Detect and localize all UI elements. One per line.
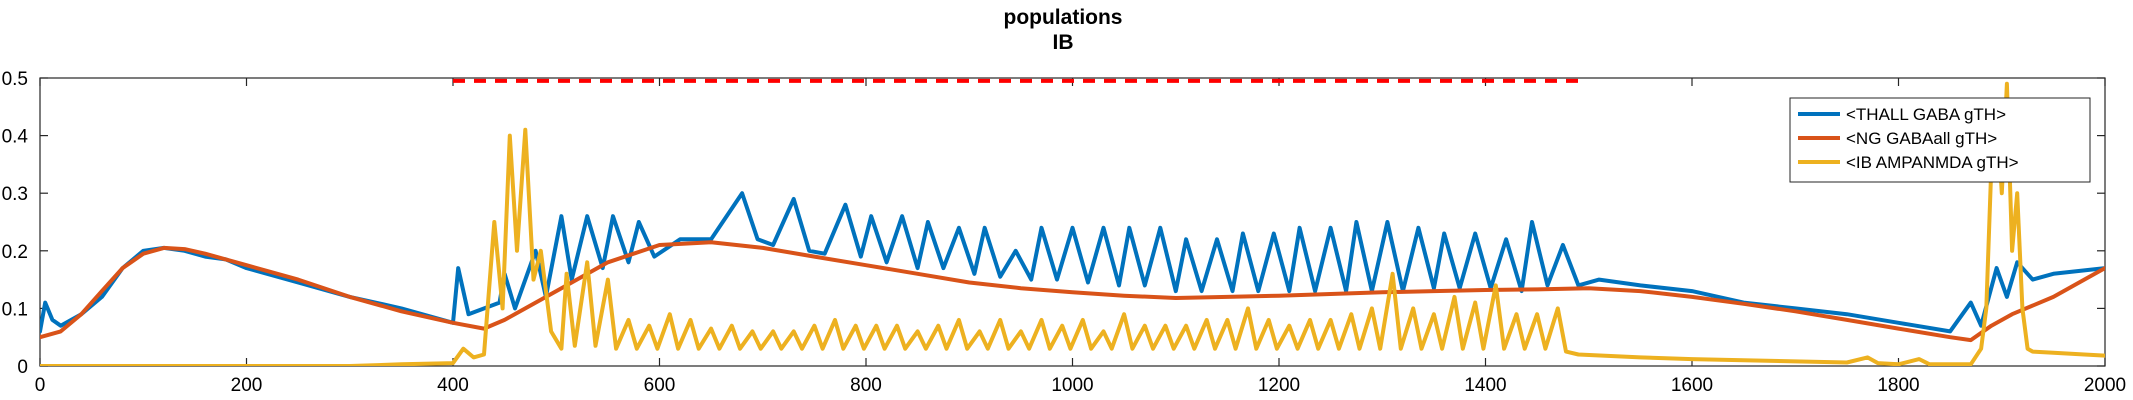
y-axis: 0 0.1 0.2 0.3 0.4 0.5 — [2, 69, 2105, 378]
y-tick-label: 0.5 — [2, 69, 28, 90]
series-line-2 — [40, 240, 2105, 343]
x-tick-label: 2000 — [2084, 375, 2126, 396]
x-axis: 0 200 400 600 800 1000 1200 1400 1600 1800 2000 — [35, 78, 2126, 396]
y-tick-label: 0.1 — [2, 299, 28, 320]
legend-label-2: <NG GABAall gTH> — [1846, 129, 1997, 148]
y-tick-label: 0.3 — [2, 184, 28, 205]
x-tick-label: 1400 — [1464, 375, 1506, 396]
x-tick-label: 800 — [850, 375, 882, 396]
series-line-1 — [40, 191, 2105, 334]
x-tick-label: 200 — [231, 375, 263, 396]
x-tick-label: 400 — [437, 375, 469, 396]
legend-label-1: <THALL GABA gTH> — [1846, 105, 2006, 124]
x-tick-label: 0 — [35, 375, 46, 396]
x-tick-label: 600 — [644, 375, 676, 396]
x-tick-label: 1000 — [1051, 375, 1093, 396]
legend: <THALL GABA gTH> <NG GABAall gTH> <IB AMPA… — [1789, 97, 2091, 183]
x-tick-label: 1200 — [1258, 375, 1300, 396]
series-layer — [40, 81, 2105, 366]
x-tick-label: 1600 — [1671, 375, 1713, 396]
chart-title-line-1: populations — [1004, 6, 1123, 29]
y-tick-label: 0 — [17, 357, 28, 378]
legend-label-3: <IB AMPANMDA gTH> — [1846, 153, 2019, 172]
chart-title-line-2: IB — [1053, 31, 1074, 54]
y-tick-label: 0.2 — [2, 242, 28, 263]
x-tick-label: 1800 — [1877, 375, 1919, 396]
y-tick-label: 0.4 — [2, 127, 29, 148]
chart-title: populations IB — [1004, 6, 1123, 54]
series-line-3 — [40, 81, 2105, 366]
